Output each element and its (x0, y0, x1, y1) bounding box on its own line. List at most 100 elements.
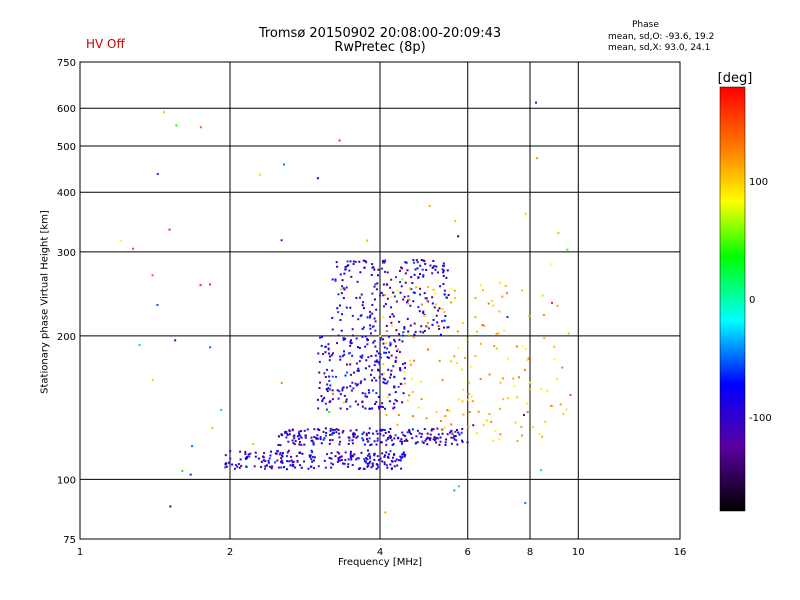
echo-point (292, 435, 295, 438)
echo-point (331, 352, 334, 355)
echo-point (376, 464, 379, 467)
echo-point (318, 387, 321, 390)
echo-point (280, 454, 283, 457)
echo-point (365, 434, 368, 437)
echo-point (453, 438, 456, 441)
echo-point (394, 359, 397, 362)
echo-point (453, 434, 456, 437)
echo-point (345, 400, 348, 403)
echo-point (352, 263, 355, 266)
echo-point (306, 428, 309, 431)
echo-point (288, 430, 291, 433)
echo-point (300, 430, 303, 433)
echo-point (349, 405, 352, 408)
echo-point (419, 330, 422, 333)
echo-point (342, 462, 345, 465)
echo-point (435, 265, 438, 268)
echo-point (492, 304, 495, 307)
echo-point (416, 261, 419, 264)
echo-point (381, 428, 384, 431)
echo-point (285, 436, 288, 439)
echo-point (366, 316, 369, 319)
echo-point (495, 332, 498, 335)
echo-point (240, 464, 243, 467)
echo-point (410, 276, 413, 279)
echo-point (395, 356, 398, 359)
echo-point (346, 363, 349, 366)
echo-point (351, 314, 354, 317)
echo-point (403, 439, 406, 442)
echo-point (354, 382, 357, 385)
echo-point (382, 372, 385, 375)
noise-point (280, 239, 283, 242)
echo-point (347, 442, 350, 445)
echo-point (385, 382, 388, 385)
echo-point (318, 371, 321, 374)
echo-point (427, 285, 430, 288)
echo-point (295, 455, 298, 458)
echo-point (323, 396, 326, 399)
echo-point (373, 440, 376, 443)
echo-point (278, 453, 281, 456)
echo-point (375, 360, 378, 363)
echo-point (414, 330, 417, 333)
echo-point (477, 410, 480, 413)
echo-point (340, 455, 343, 458)
noise-point (428, 204, 431, 207)
colorbar-ticks: 100 0 -100 (749, 177, 772, 424)
echo-point (390, 278, 393, 281)
echo-point (466, 441, 469, 444)
echo-point (324, 375, 327, 378)
echo-point (342, 287, 345, 290)
echo-point (404, 281, 407, 284)
echo-point (339, 355, 342, 358)
echo-point (339, 456, 342, 459)
echo-point (249, 452, 252, 455)
noise-point (401, 278, 404, 281)
echo-point (329, 388, 332, 391)
echo-point (423, 314, 426, 317)
echo-point (401, 453, 404, 456)
echo-point (300, 443, 303, 446)
echo-point (366, 458, 369, 461)
echo-point (257, 457, 260, 460)
echo-point (542, 313, 545, 316)
echo-point (349, 340, 352, 343)
echo-point (310, 436, 313, 439)
echo-point (361, 405, 364, 408)
echo-point (435, 441, 438, 444)
echo-point (229, 450, 232, 453)
echo-point (324, 427, 327, 430)
chart-subtitle: RwPretec (8p) (334, 40, 426, 55)
echo-point (392, 407, 395, 410)
echo-point (432, 259, 435, 262)
echo-point (461, 368, 464, 371)
echo-point (324, 345, 327, 348)
echo-point (359, 355, 362, 358)
echo-point (426, 326, 429, 329)
echo-point (507, 397, 510, 400)
echo-point (395, 458, 398, 461)
echo-point (347, 264, 350, 267)
echo-point (288, 460, 291, 463)
echo-point (285, 430, 288, 433)
echo-point (298, 433, 301, 436)
echo-point (425, 268, 428, 271)
echo-point (298, 437, 301, 440)
echo-point (390, 306, 393, 309)
echo-point (332, 463, 335, 466)
echo-point (286, 433, 289, 436)
noise-point (175, 124, 178, 127)
echo-point (238, 466, 241, 469)
echo-point (419, 273, 422, 276)
echo-point (313, 428, 316, 431)
echo-point (368, 365, 371, 368)
echo-point (370, 379, 373, 382)
echo-point (376, 282, 379, 285)
echo-point (358, 360, 361, 363)
echo-point (383, 294, 386, 297)
echo-point (516, 396, 519, 399)
echo-point (343, 462, 346, 465)
echo-point (357, 367, 360, 370)
echo-point (551, 405, 554, 408)
